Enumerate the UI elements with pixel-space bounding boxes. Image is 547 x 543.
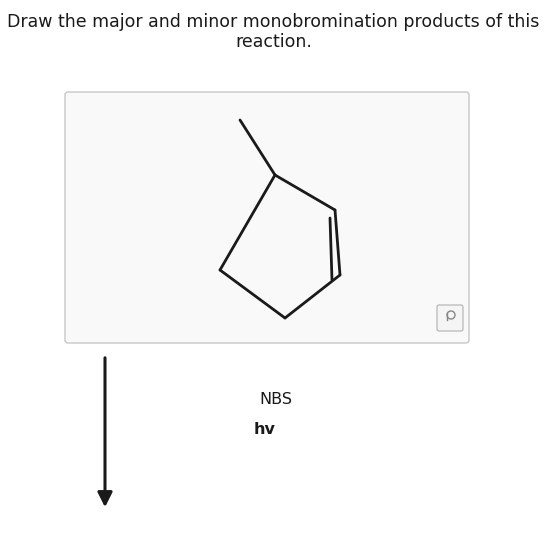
Text: NBS: NBS	[259, 393, 293, 407]
Text: hv: hv	[254, 422, 276, 438]
Text: Draw the major and minor monobromination products of this: Draw the major and minor monobromination…	[7, 13, 540, 31]
FancyBboxPatch shape	[65, 92, 469, 343]
Text: reaction.: reaction.	[235, 33, 312, 51]
FancyBboxPatch shape	[437, 305, 463, 331]
